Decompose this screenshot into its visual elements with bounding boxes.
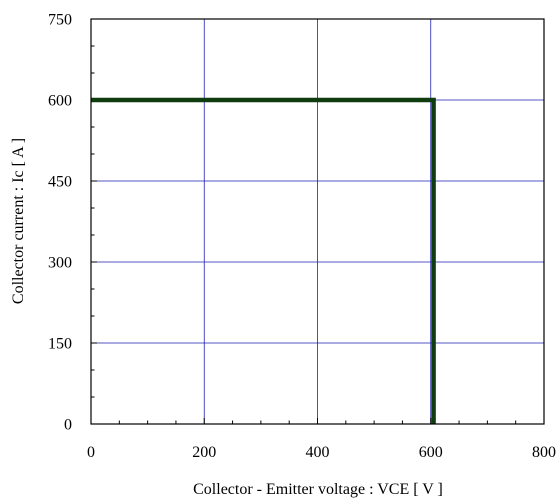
y-tick-labels: 0 150 300 450 600 750 bbox=[48, 12, 72, 434]
soa-boundary-line bbox=[91, 97, 436, 424]
x-tick-label: 800 bbox=[532, 444, 556, 461]
x-tick-labels: 0 200 400 600 800 bbox=[87, 444, 556, 461]
x-tick-label: 400 bbox=[306, 444, 330, 461]
x-tick-label: 0 bbox=[87, 444, 95, 461]
y-tick-label: 450 bbox=[48, 174, 72, 191]
x-axis-label: Collector - Emitter voltage : VCE [ V ] bbox=[193, 481, 443, 498]
y-tick-label: 150 bbox=[48, 336, 72, 353]
y-tick-label: 600 bbox=[48, 93, 72, 110]
plot-frame bbox=[90, 18, 545, 425]
x-tick-label: 600 bbox=[419, 444, 443, 461]
x-tick-label: 200 bbox=[192, 444, 216, 461]
grid-lines bbox=[91, 19, 544, 424]
y-tick-label: 750 bbox=[48, 12, 72, 29]
y-tick-label: 0 bbox=[64, 417, 72, 434]
y-axis-label: Collector current : Ic [ A ] bbox=[10, 138, 27, 304]
y-tick-label: 300 bbox=[48, 255, 72, 272]
series-layer bbox=[91, 97, 436, 424]
